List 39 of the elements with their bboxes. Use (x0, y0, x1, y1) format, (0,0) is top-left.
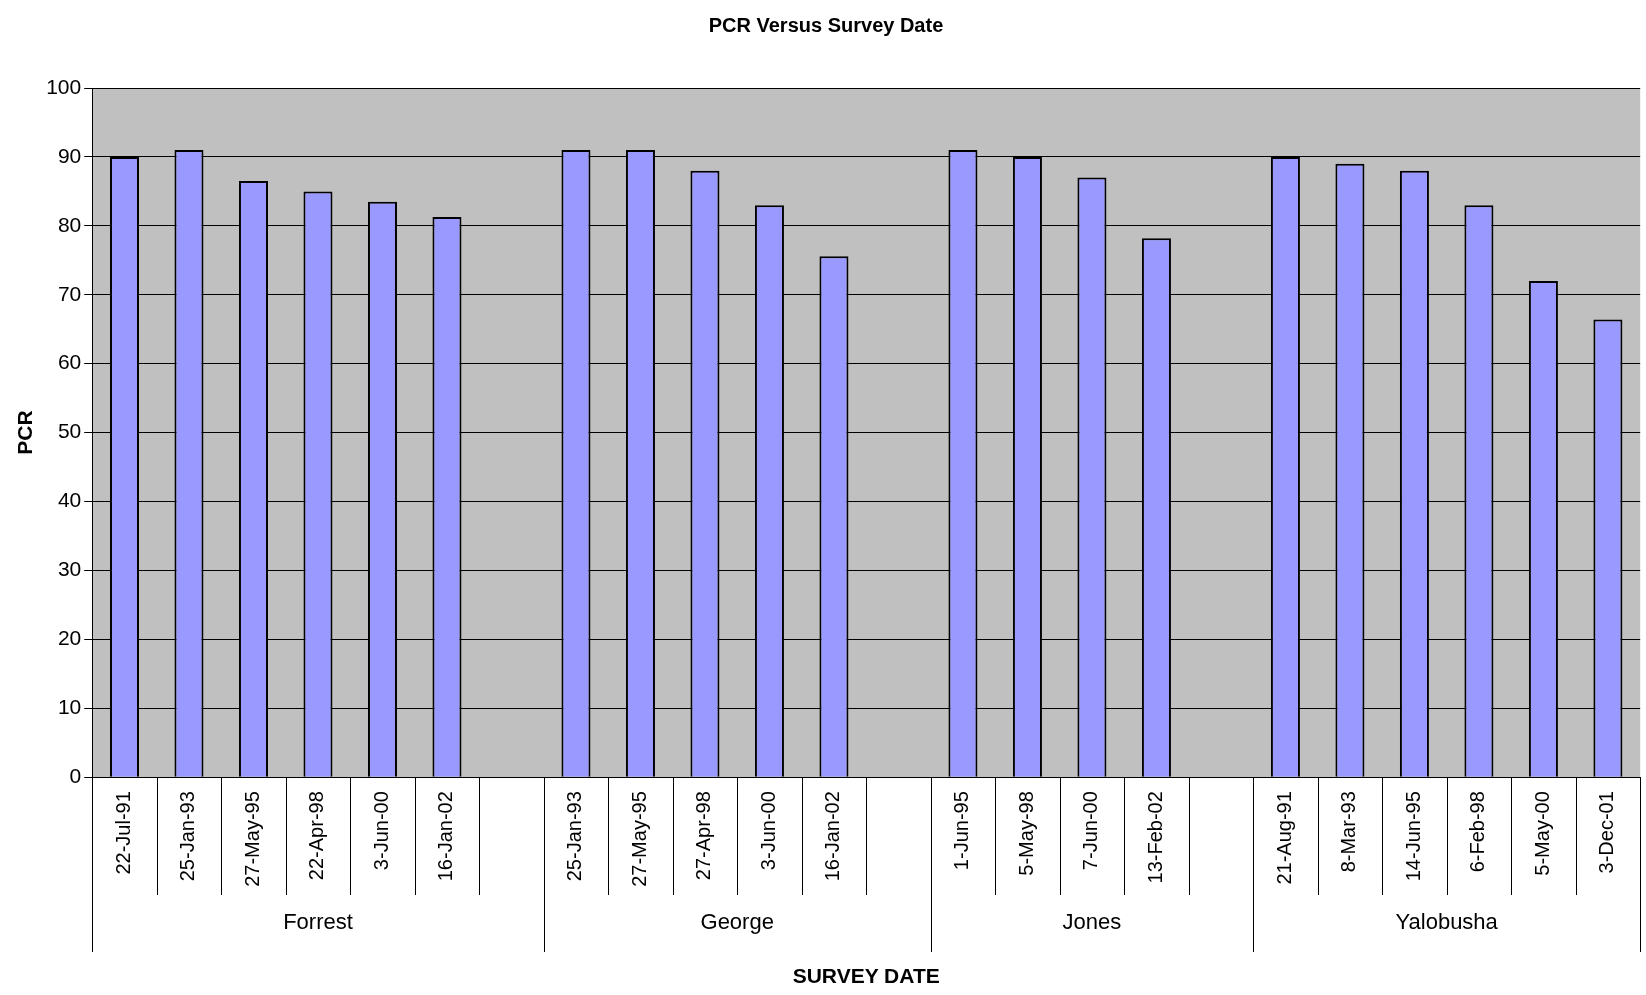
y-tick-label: 90 (57, 143, 82, 167)
x-axis-title: SURVEY DATE (792, 964, 940, 988)
chart-title: PCR Versus Survey Date (708, 13, 944, 36)
y-tick-label: 30 (57, 557, 82, 581)
x-tick-label: 16-Jan-02 (821, 791, 844, 882)
y-tick-label: 50 (57, 419, 82, 443)
y-tick-label: 70 (57, 281, 82, 305)
x-tick-label: 22-Apr-98 (305, 791, 328, 881)
y-axis-title: PCR (13, 410, 37, 455)
x-tick-label: 25-Jan-93 (176, 791, 199, 882)
text: Forrest (283, 909, 353, 935)
y-tick-label: 20 (57, 626, 82, 650)
x-tick-label: 3-Jun-00 (756, 791, 779, 871)
x-tick-label: 3-Jun-00 (369, 791, 392, 871)
y-tick-label: 40 (57, 488, 82, 512)
x-tick-label: 5-May-00 (1530, 791, 1553, 876)
x-tick-label: 25-Jan-93 (563, 791, 586, 882)
x-tick-label: 5-May-98 (1014, 791, 1037, 876)
x-tick-label: 3-Dec-01 (1595, 791, 1618, 874)
x-tick-label: 7-Jun-00 (1079, 791, 1102, 871)
y-tick-label: 80 (57, 212, 82, 236)
x-tick-label: 1-Jun-95 (950, 791, 973, 871)
text: George (700, 909, 774, 935)
x-tick-label: 22-Jul-91 (112, 791, 134, 875)
x-tick-label: 16-Jan-02 (434, 791, 457, 882)
text: Jones (1062, 909, 1122, 935)
y-tick-label: 10 (57, 695, 82, 719)
text: Yalobusha (1395, 909, 1499, 935)
x-tick-label: 27-May-95 (241, 791, 263, 887)
x-tick-label: 21-Aug-91 (1272, 791, 1295, 885)
x-tick-label: 27-Apr-98 (692, 791, 715, 881)
y-tick-label: 60 (57, 350, 82, 374)
x-tick-label: 6-Feb-98 (1466, 791, 1489, 873)
x-tick-label: 14-Jun-95 (1401, 791, 1424, 882)
y-tick-label: 100 (46, 74, 82, 98)
y-tick-label: 0 (69, 764, 82, 787)
x-tick-label: 13-Feb-02 (1143, 791, 1166, 884)
x-tick-label: 27-May-95 (627, 791, 650, 887)
x-tick-label: 8-Mar-93 (1337, 791, 1360, 873)
